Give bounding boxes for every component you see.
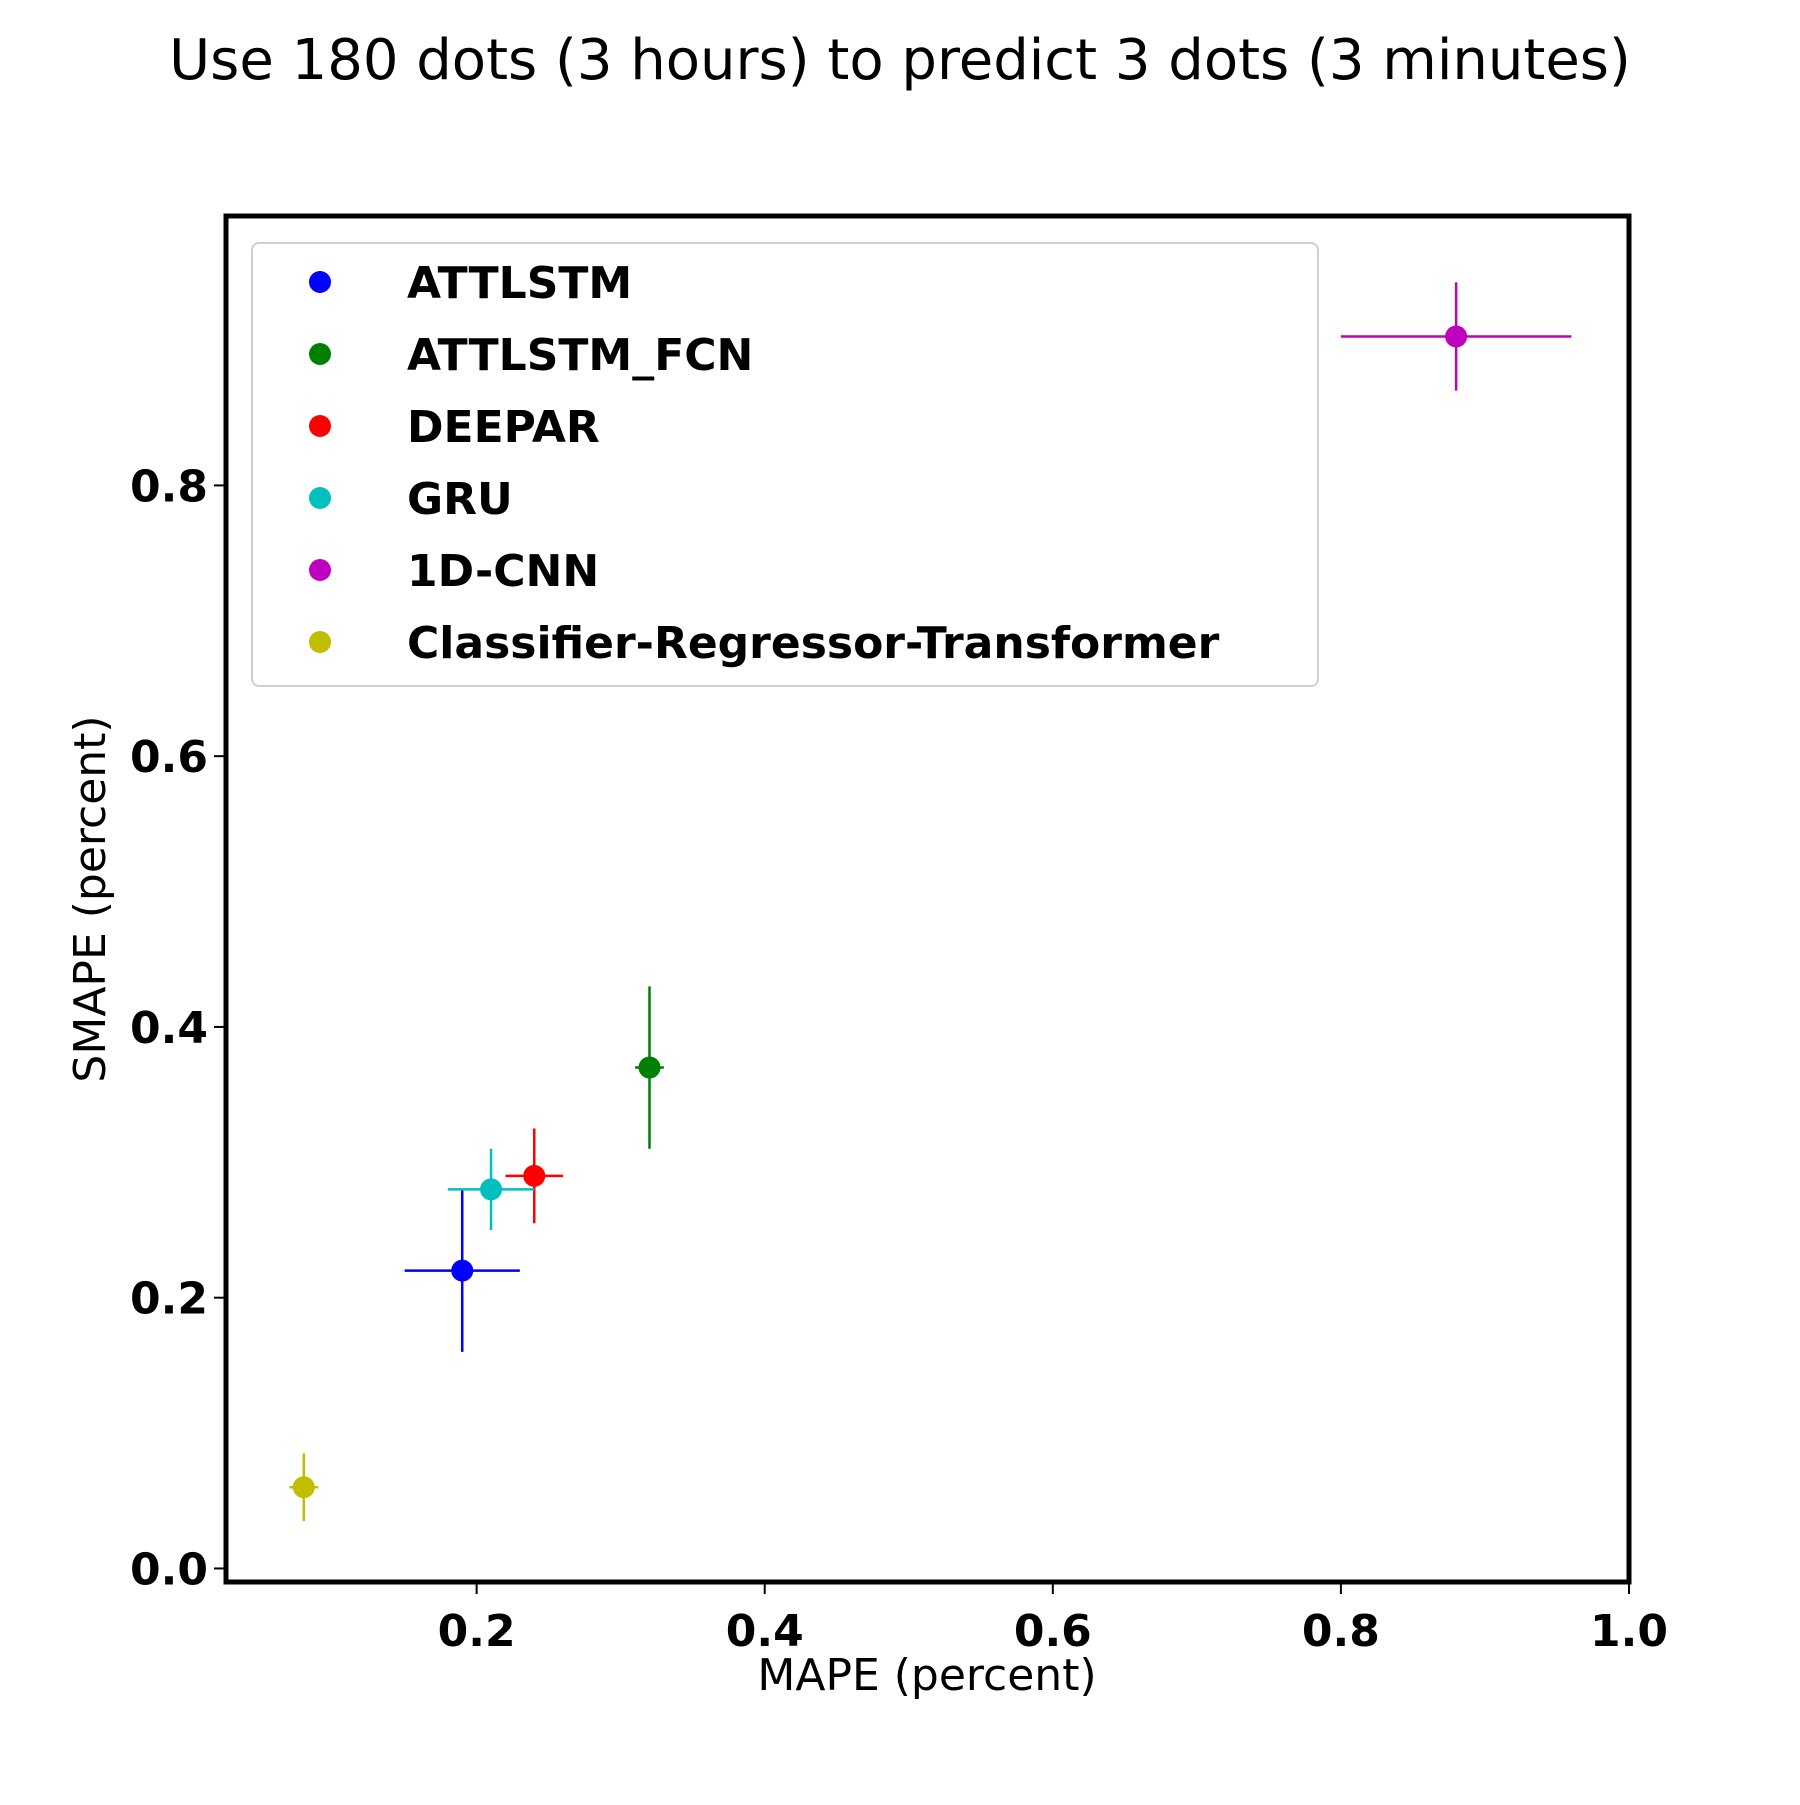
legend-item: DEEPAR — [309, 402, 600, 453]
legend-label: Classifier-Regressor-Transformer — [407, 618, 1220, 669]
x-axis-label: MAPE (percent) — [757, 1650, 1096, 1701]
legend-label: DEEPAR — [407, 402, 600, 453]
error-bar-points — [289, 282, 1572, 1522]
legend-item: GRU — [309, 474, 513, 525]
x-tick-label: 0.6 — [1014, 1606, 1092, 1657]
data-point — [638, 1056, 661, 1079]
legend-label: GRU — [407, 474, 513, 525]
legend-box — [251, 242, 1319, 687]
x-tick-label: 0.8 — [1302, 1606, 1380, 1657]
y-tick-label: 0.6 — [130, 732, 208, 783]
axis-ticks: 0.2 0.4 0.6 0.8 1.0 0.0 0.2 0.4 0.6 0.8 — [130, 461, 1668, 1657]
data-point — [523, 1164, 546, 1187]
legend-marker — [309, 271, 331, 293]
y-tick-label: 0.0 — [130, 1544, 208, 1595]
legend-label: ATTLSTM_FCN — [407, 330, 753, 381]
legend-item: ATTLSTM — [309, 258, 632, 309]
legend-item: ATTLSTM_FCN — [309, 330, 753, 381]
data-point — [292, 1476, 315, 1499]
legend: ATTLSTM ATTLSTM_FCN DEEPAR GRU 1D-CNN Classif… — [251, 242, 1319, 687]
legend-marker — [309, 415, 331, 437]
data-point-group — [635, 986, 664, 1149]
x-tick-label: 0.4 — [726, 1606, 804, 1657]
legend-label: 1D-CNN — [407, 546, 599, 597]
data-point-group — [289, 1453, 319, 1522]
legend-marker — [309, 559, 331, 581]
legend-item: 1D-CNN — [309, 546, 599, 597]
y-tick-label: 0.2 — [130, 1274, 208, 1325]
plot-frame — [223, 213, 1632, 1585]
chart-title: Use 180 dots (3 hours) to predict 3 dots… — [169, 28, 1631, 93]
data-point — [451, 1259, 474, 1282]
data-point-group — [505, 1128, 564, 1224]
legend-marker — [309, 487, 331, 509]
y-tick-label: 0.8 — [130, 461, 208, 512]
data-point — [1445, 325, 1468, 348]
x-tick-label: 0.2 — [438, 1606, 516, 1657]
y-axis-label: SMAPE (percent) — [65, 715, 116, 1082]
data-point-group — [1340, 282, 1572, 391]
legend-marker — [309, 631, 331, 653]
legend-marker — [309, 343, 331, 365]
x-tick-label: 1.0 — [1590, 1606, 1668, 1657]
y-tick-label: 0.4 — [130, 1003, 208, 1054]
legend-label: ATTLSTM — [407, 258, 632, 309]
data-point — [480, 1178, 503, 1201]
data-point-group — [447, 1148, 535, 1231]
data-point-group — [404, 1189, 520, 1352]
legend-item: Classifier-Regressor-Transformer — [309, 618, 1220, 669]
